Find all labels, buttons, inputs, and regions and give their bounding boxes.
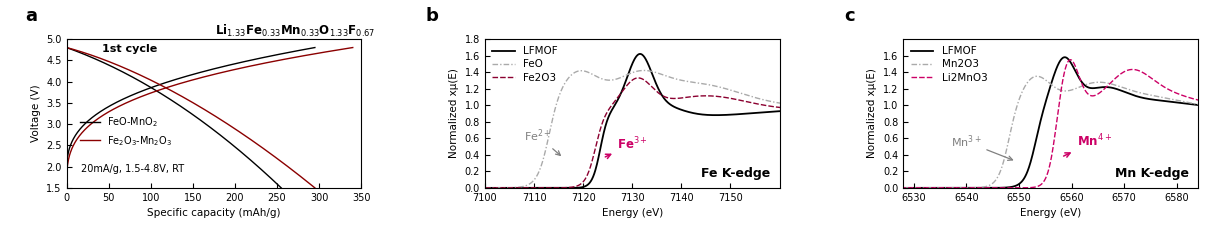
FeO-MnO$_2$	[269, 182, 283, 184]
FeO-MnO$_2$	[162, 98, 177, 101]
FeO	[655, 73, 669, 76]
FeO-MnO$_2$	[175, 106, 190, 109]
FeO	[496, 186, 511, 189]
LFMOF	[633, 52, 647, 55]
FeO	[782, 103, 796, 106]
Text: Mn$^{4+}$: Mn$^{4+}$	[1064, 133, 1112, 157]
Text: Mn$^{3+}$: Mn$^{3+}$	[951, 133, 1013, 160]
Line: Li2MnO3: Li2MnO3	[893, 60, 1209, 188]
FeO-MnO$_2$	[161, 97, 175, 100]
Li2MnO3	[1125, 68, 1140, 71]
Legend: LFMOF, FeO, Fe2O3: LFMOF, FeO, Fe2O3	[490, 44, 560, 85]
Fe2O3	[782, 107, 796, 110]
Li2MnO3	[1158, 86, 1172, 89]
LFMOF	[496, 186, 511, 189]
Legend: FeO-MnO$_2$, Fe$_2$O$_3$-Mn$_2$O$_3$: FeO-MnO$_2$, Fe$_2$O$_3$-Mn$_2$O$_3$	[80, 115, 173, 148]
Y-axis label: Voltage (V): Voltage (V)	[30, 85, 41, 142]
Line: LFMOF: LFMOF	[485, 54, 789, 188]
LFMOF	[1202, 104, 1210, 107]
FeO	[672, 78, 686, 81]
LFMOF	[782, 109, 796, 112]
Mn2O3	[1087, 81, 1101, 84]
Fe2O3	[496, 186, 511, 189]
FeO-MnO$_2$	[235, 152, 249, 155]
Y-axis label: Normalized xμ(E): Normalized xμ(E)	[449, 69, 459, 158]
Fe$_2$O$_3$-Mn$_2$O$_3$	[307, 186, 322, 189]
Li2MnO3	[1202, 101, 1210, 104]
Line: Fe$_2$O$_3$-Mn$_2$O$_3$: Fe$_2$O$_3$-Mn$_2$O$_3$	[67, 48, 315, 188]
Fe2O3	[672, 97, 686, 100]
LFMOF	[478, 186, 492, 189]
Mn2O3	[905, 186, 920, 189]
Text: Mn K-edge: Mn K-edge	[1116, 167, 1189, 181]
FeO-MnO$_2$	[273, 186, 288, 189]
LFMOF	[1158, 100, 1172, 102]
LFMOF	[709, 114, 724, 117]
FeO-MnO$_2$	[188, 114, 202, 117]
Legend: LFMOF, Mn2O3, Li2MnO3: LFMOF, Mn2O3, Li2MnO3	[909, 44, 990, 85]
Fe$_2$O$_3$-Mn$_2$O$_3$	[247, 140, 261, 143]
Line: LFMOF: LFMOF	[893, 57, 1209, 188]
Fe2O3	[709, 95, 724, 98]
Text: Li$_{1.33}$Fe$_{0.33}$Mn$_{0.33}$O$_{1.33}$F$_{0.67}$: Li$_{1.33}$Fe$_{0.33}$Mn$_{0.33}$O$_{1.3…	[215, 23, 376, 39]
Mn2O3	[1070, 87, 1084, 90]
Text: 1st cycle: 1st cycle	[102, 44, 157, 54]
LFMOF	[1058, 56, 1072, 59]
Fe2O3	[655, 94, 669, 97]
Line: FeO-MnO$_2$: FeO-MnO$_2$	[67, 48, 281, 188]
LFMOF	[741, 112, 755, 115]
Fe$_2$O$_3$-Mn$_2$O$_3$	[123, 69, 138, 72]
Text: Fe K-edge: Fe K-edge	[702, 167, 771, 181]
Fe$_2$O$_3$-Mn$_2$O$_3$	[225, 126, 240, 129]
Mn2O3	[1125, 89, 1140, 92]
Fe2O3	[663, 97, 678, 100]
Fe2O3	[741, 100, 755, 103]
Text: a: a	[25, 7, 38, 25]
LFMOF	[1077, 84, 1091, 87]
Li2MnO3	[886, 186, 900, 189]
Mn2O3	[1158, 96, 1172, 99]
X-axis label: Energy (eV): Energy (eV)	[1020, 208, 1082, 218]
LFMOF	[1070, 72, 1084, 75]
Fe2O3	[630, 76, 645, 79]
Mn2O3	[1077, 83, 1091, 86]
Li2MnO3	[905, 186, 920, 189]
Text: b: b	[426, 7, 439, 25]
FeO	[478, 186, 492, 189]
Li2MnO3	[1087, 94, 1101, 97]
Fe$_2$O$_3$-Mn$_2$O$_3$	[59, 46, 74, 49]
LFMOF	[886, 186, 900, 189]
Text: c: c	[845, 7, 855, 25]
LFMOF	[663, 103, 678, 106]
Mn2O3	[1030, 75, 1044, 78]
Fe$_2$O$_3$-Mn$_2$O$_3$	[172, 93, 186, 96]
Li2MnO3	[1077, 88, 1091, 91]
FeO	[663, 76, 678, 79]
LFMOF	[672, 108, 686, 111]
X-axis label: Specific capacity (mAh/g): Specific capacity (mAh/g)	[148, 208, 281, 218]
Line: Mn2O3: Mn2O3	[893, 76, 1209, 188]
LFMOF	[905, 186, 920, 189]
FeO	[636, 69, 651, 72]
FeO	[741, 94, 755, 97]
Li2MnO3	[1070, 68, 1084, 71]
FeO	[709, 85, 724, 88]
Line: Fe2O3: Fe2O3	[485, 78, 789, 188]
Mn2O3	[886, 186, 900, 189]
LFMOF	[655, 94, 669, 97]
LFMOF	[1087, 87, 1101, 90]
Text: Fe$^{2+}$: Fe$^{2+}$	[524, 128, 560, 155]
LFMOF	[1125, 93, 1140, 96]
Fe$_2$O$_3$-Mn$_2$O$_3$	[206, 113, 220, 116]
Line: FeO: FeO	[485, 71, 789, 188]
FeO-MnO$_2$	[59, 46, 74, 49]
Li2MnO3	[1064, 58, 1078, 61]
Fe$_2$O$_3$-Mn$_2$O$_3$	[103, 61, 117, 64]
X-axis label: Energy (eV): Energy (eV)	[601, 208, 663, 218]
Mn2O3	[1202, 105, 1210, 108]
Text: Fe$^{3+}$: Fe$^{3+}$	[605, 135, 649, 159]
Text: 20mA/g, 1.5-4.8V, RT: 20mA/g, 1.5-4.8V, RT	[81, 163, 184, 173]
Fe2O3	[478, 186, 492, 189]
Y-axis label: Normalized xμ(E): Normalized xμ(E)	[868, 69, 877, 158]
